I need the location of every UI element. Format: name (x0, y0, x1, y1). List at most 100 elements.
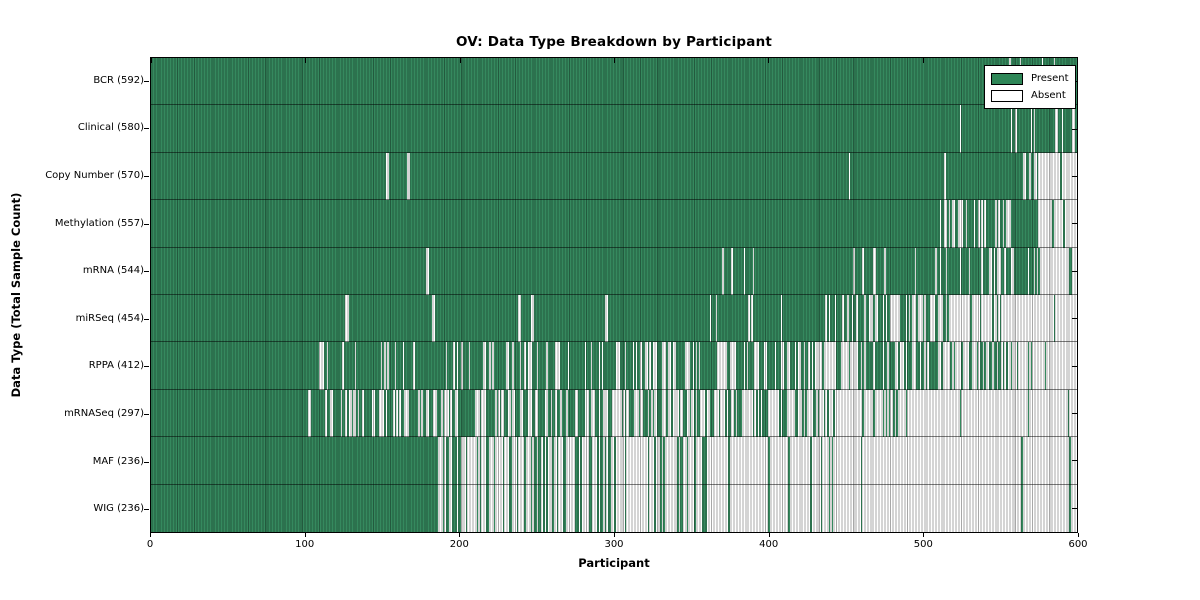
y-tick-mark (144, 128, 149, 129)
absent-run (833, 484, 861, 532)
absent-run (786, 342, 790, 390)
absent-run (1018, 342, 1028, 390)
absent-run (768, 389, 780, 438)
absent-run (862, 484, 1022, 532)
absent-run (814, 342, 823, 390)
absent-run (884, 389, 886, 438)
absent-run (371, 389, 375, 438)
absent-run (598, 342, 601, 390)
absent-run (535, 389, 539, 438)
legend-entry-absent: Absent (991, 87, 1069, 104)
absent-run (453, 342, 456, 390)
y-tick-mark-inner (1072, 176, 1077, 177)
absent-run (939, 200, 942, 248)
y-tick-mark-inner (1072, 413, 1077, 414)
absent-run (1004, 247, 1006, 295)
absent-run (695, 437, 702, 485)
absent-run (935, 247, 937, 295)
absent-run (698, 342, 701, 390)
absent-run (438, 484, 443, 532)
absent-run (632, 342, 635, 390)
absent-run (624, 342, 627, 390)
absent-run (444, 389, 449, 438)
legend: Present Absent (984, 65, 1076, 109)
absent-run (965, 200, 968, 248)
absent-run (578, 437, 581, 485)
absent-run (566, 484, 576, 532)
absent-run (850, 342, 858, 390)
absent-run (1064, 200, 1077, 248)
absent-run (524, 342, 527, 390)
y-tick-mark (144, 224, 149, 225)
absent-run (672, 389, 679, 438)
absent-run (606, 484, 608, 532)
absent-run (709, 295, 712, 343)
absent-run (780, 295, 783, 343)
absent-run (939, 247, 942, 295)
absent-run (640, 389, 644, 438)
absent-run (998, 200, 1000, 248)
absent-run (526, 437, 531, 485)
absent-run (308, 389, 312, 438)
absent-run (1033, 152, 1037, 201)
absent-run (905, 295, 908, 343)
absent-run (467, 484, 477, 532)
x-tick-mark-inner (614, 58, 615, 63)
absent-run (882, 295, 885, 343)
absent-run (680, 389, 684, 438)
absent-run (507, 389, 511, 438)
absent-run (615, 342, 621, 390)
y-tick-mark (144, 176, 149, 177)
absent-run (794, 342, 797, 390)
absent-run (811, 342, 814, 390)
absent-run (425, 247, 429, 295)
absent-run (992, 342, 994, 390)
absent-run (780, 342, 784, 390)
absent-run (686, 389, 690, 438)
absent-run (930, 295, 935, 343)
absent-run (981, 200, 983, 248)
absent-run (830, 484, 832, 532)
absent-run (652, 342, 658, 390)
absent-run (558, 437, 564, 485)
absent-run (833, 437, 861, 485)
absent-run (1022, 152, 1027, 201)
y-tick-mark (144, 462, 149, 463)
absent-run (972, 295, 980, 343)
chart-row-CopyNumber (151, 152, 1077, 201)
absent-run (684, 342, 690, 390)
absent-run (1055, 105, 1059, 153)
absent-run (907, 389, 960, 438)
absent-run (444, 437, 446, 485)
absent-run (431, 295, 435, 343)
absent-run (1036, 247, 1039, 295)
absent-run (448, 484, 452, 532)
absent-run (998, 295, 1000, 343)
absent-run (797, 389, 803, 438)
absent-run (567, 342, 570, 390)
absent-run (914, 247, 917, 295)
absent-run (553, 484, 557, 532)
y-tick-mark (144, 509, 149, 510)
absent-run (942, 342, 951, 390)
absent-run (590, 342, 593, 390)
absent-run (1001, 342, 1003, 390)
absent-run (530, 295, 534, 343)
absent-run (834, 295, 837, 343)
absent-run (856, 295, 858, 343)
absent-run (754, 389, 756, 438)
absent-run (811, 484, 821, 532)
absent-run (575, 389, 579, 438)
x-tick-mark (305, 533, 306, 537)
absent-run (402, 342, 405, 390)
absent-run (407, 152, 411, 201)
absent-run (504, 437, 510, 485)
absent-run (961, 389, 1028, 438)
absent-run (823, 342, 837, 390)
absent-run (379, 389, 385, 438)
x-tick-mark-inner (459, 58, 461, 63)
x-tick-mark-inner (768, 58, 770, 63)
absent-run (441, 389, 443, 438)
absent-run (325, 389, 327, 438)
absent-run (978, 200, 980, 248)
